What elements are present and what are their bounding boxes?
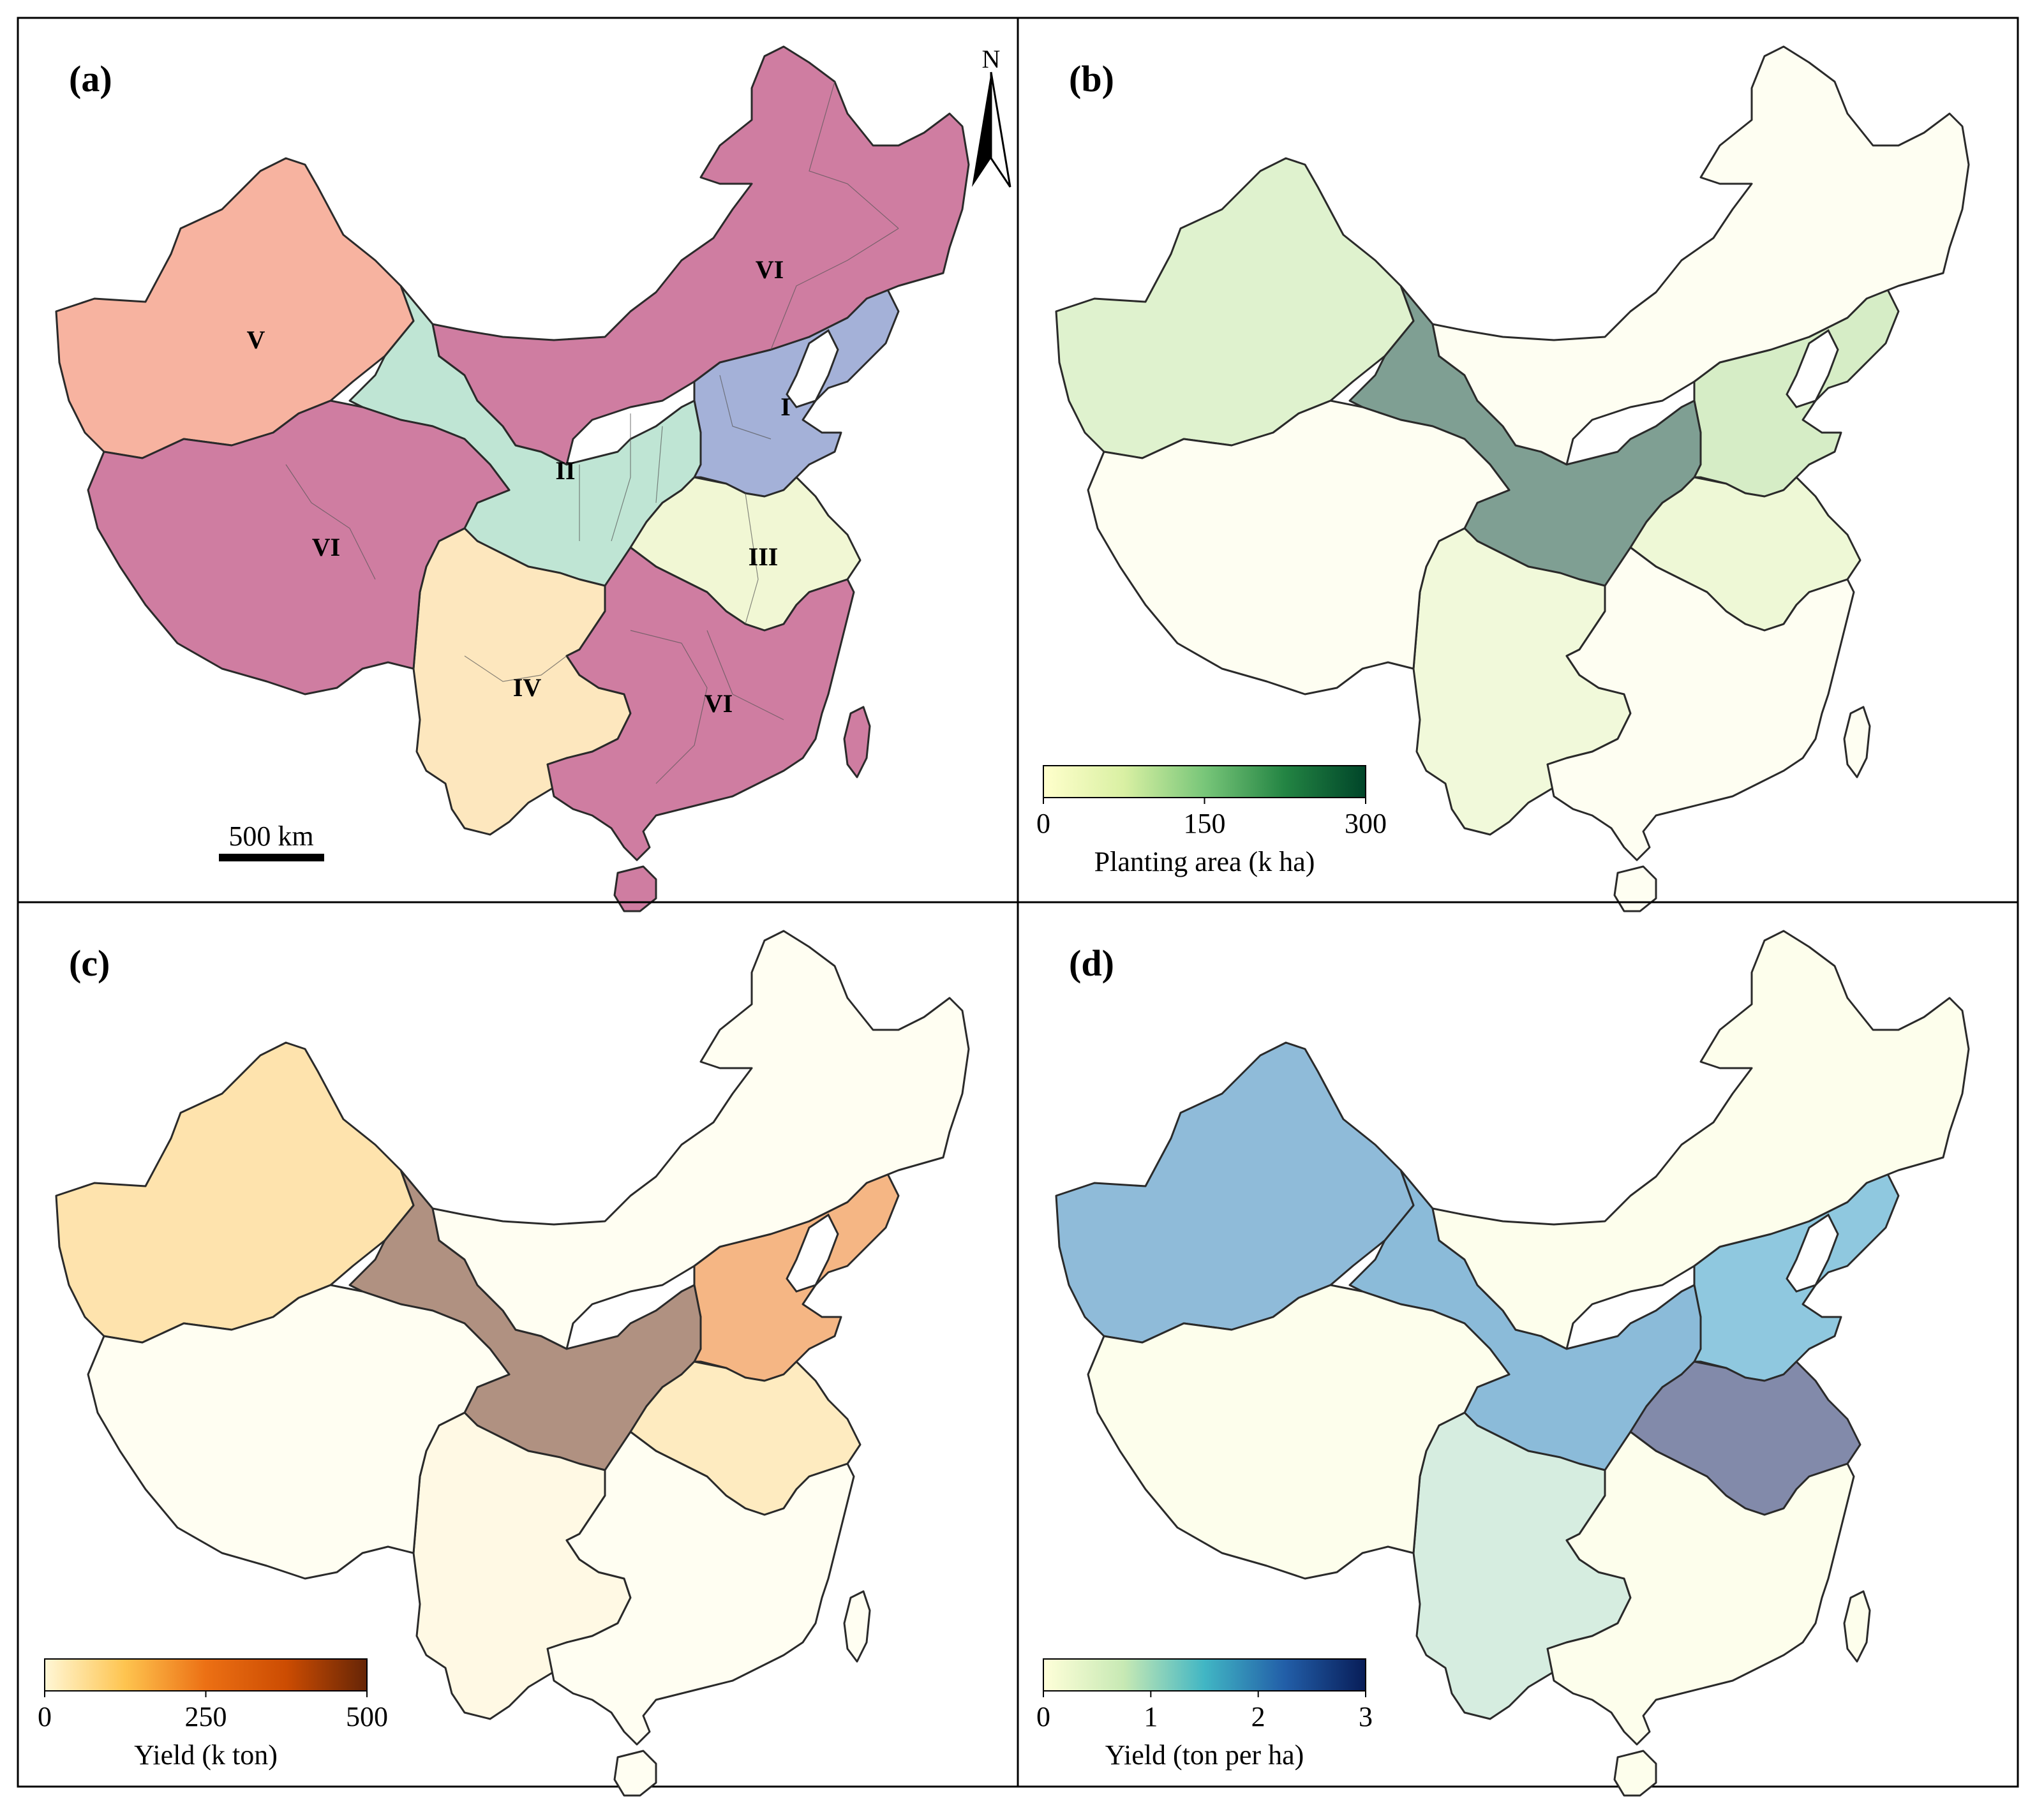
north-arrow-icon: N bbox=[972, 45, 1011, 188]
colorbar-gradient-d bbox=[1043, 1658, 1366, 1692]
colorbar-tick-label-b: 300 bbox=[1345, 808, 1387, 839]
region-VI-VI-taiwan-a bbox=[843, 706, 871, 778]
panel-label-c: (c) bbox=[69, 942, 110, 984]
colorbar-gradient-c bbox=[44, 1658, 368, 1692]
region-label-VI: VI bbox=[312, 533, 340, 561]
scale-bar: 500 km bbox=[219, 821, 324, 861]
region-VI-VI-hainan-c bbox=[613, 1750, 657, 1797]
colorbar-d: 0 1 2 3 Yield (ton per ha) bbox=[1036, 1658, 1373, 1771]
colorbar-title-d: Yield (ton per ha) bbox=[1105, 1739, 1304, 1771]
region-label-III: III bbox=[749, 542, 779, 571]
colorbar-tick-label-d: 0 bbox=[1036, 1701, 1050, 1732]
colorbar-c: 0 250 500 Yield (k ton) bbox=[38, 1658, 388, 1771]
colorbar-tick-label-c: 0 bbox=[38, 1701, 52, 1732]
panel-c: (c) 0 250 500 Yield (k ton) bbox=[17, 901, 1019, 1797]
region-label-VI: VI bbox=[705, 689, 733, 718]
panel-label-a: (a) bbox=[69, 58, 112, 100]
region-VI-VI-hainan-a bbox=[613, 865, 657, 912]
region-label-II: II bbox=[555, 456, 575, 485]
colorbar-b: 0 150 300 Planting area (k ha) bbox=[1036, 765, 1387, 877]
region-label-V: V bbox=[247, 325, 265, 354]
panel-d: (d) 0 1 2 3 Yield (ton per ha) bbox=[1017, 901, 2019, 1797]
colorbar-tick-label-d: 2 bbox=[1251, 1701, 1265, 1732]
colorbar-tick-label-c: 250 bbox=[185, 1701, 227, 1732]
region-VI-VI-taiwan-d bbox=[1843, 1590, 1871, 1663]
region-VI-VI-taiwan-b bbox=[1843, 706, 1871, 778]
panel-label-b: (b) bbox=[1069, 58, 1114, 100]
colorbar-gradient-b bbox=[1043, 765, 1366, 798]
colorbar-tick-label-b: 150 bbox=[1184, 808, 1226, 839]
region-VI-VI-hainan-d bbox=[1613, 1750, 1657, 1797]
scale-bar-label: 500 km bbox=[228, 821, 313, 852]
region-VI-VI-taiwan-c bbox=[843, 1590, 871, 1663]
colorbar-tick-label-d: 1 bbox=[1144, 1701, 1158, 1732]
region-label-IV: IV bbox=[513, 673, 542, 702]
colorbar-title-b: Planting area (k ha) bbox=[1094, 846, 1315, 877]
panel-d-border bbox=[1017, 901, 2019, 1788]
panel-b: (b) 0 150 300 Planting area (k ha) bbox=[1017, 17, 2019, 912]
colorbar-tick-label-d: 3 bbox=[1359, 1701, 1373, 1732]
region-label-I: I bbox=[780, 392, 791, 421]
region-VI-VI-hainan-b bbox=[1613, 865, 1657, 912]
colorbar-tick-label-b: 0 bbox=[1036, 808, 1050, 839]
north-label: N bbox=[982, 45, 1001, 73]
colorbar-tick-label-c: 500 bbox=[346, 1701, 388, 1732]
region-label-VI: VI bbox=[756, 255, 784, 284]
colorbar-title-c: Yield (k ton) bbox=[134, 1739, 278, 1771]
panel-label-d: (d) bbox=[1069, 942, 1114, 984]
